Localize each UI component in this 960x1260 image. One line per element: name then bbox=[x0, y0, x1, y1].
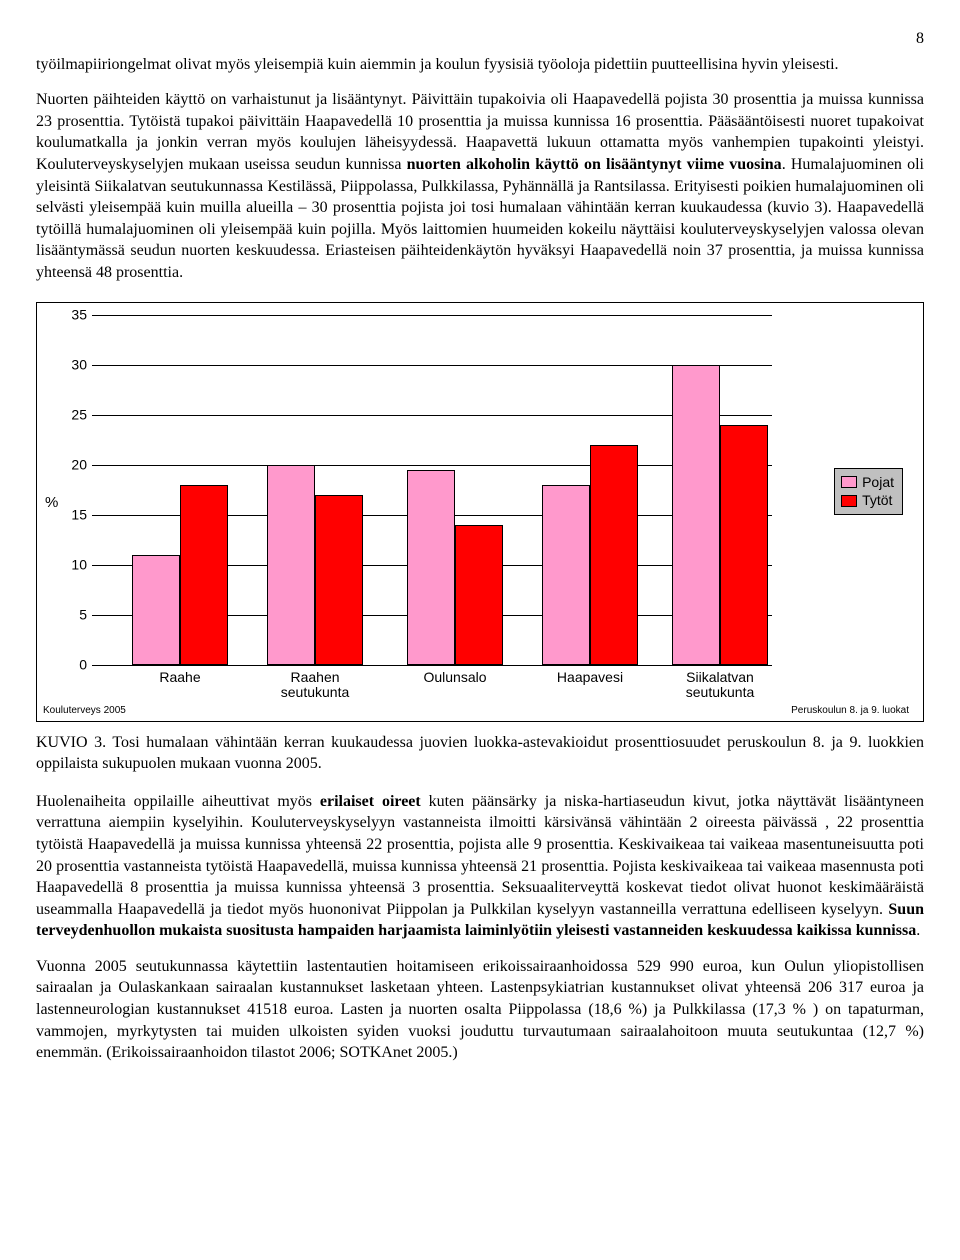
bar-group bbox=[542, 445, 638, 665]
legend-item-pojat: Pojat bbox=[841, 473, 894, 492]
x-axis-labels: Raahe Raahen seutukunta Oulunsalo Haapavesi… bbox=[92, 668, 772, 708]
legend-swatch-tytot bbox=[841, 495, 857, 507]
y-tick: 30 bbox=[57, 355, 87, 374]
x-label: Raahen seutukunta bbox=[281, 670, 350, 701]
bar bbox=[180, 485, 228, 665]
y-tick: 10 bbox=[57, 555, 87, 574]
para3-text-b: kuten päänsärky ja niska-hartiaseudun ki… bbox=[36, 793, 924, 918]
paragraph-3: Huolenaiheita oppilaille aiheuttivat myö… bbox=[36, 791, 924, 942]
x-label: Haapavesi bbox=[557, 670, 623, 685]
paragraph-4: Vuonna 2005 seutukunnassa käytettiin las… bbox=[36, 956, 924, 1064]
para4-text: Vuonna 2005 seutukunnassa käytettiin las… bbox=[36, 958, 924, 1061]
y-tick: 35 bbox=[57, 305, 87, 324]
bar-group bbox=[407, 470, 503, 665]
x-label: Siikalatvan seutukunta bbox=[686, 670, 755, 701]
y-tick: 5 bbox=[57, 605, 87, 624]
chart-footer-left: Kouluterveys 2005 bbox=[43, 704, 126, 718]
x-label: Raahe bbox=[159, 670, 200, 685]
bar bbox=[590, 445, 638, 665]
para3-text-a: Huolenaiheita oppilaille aiheuttivat myö… bbox=[36, 793, 320, 810]
legend: Pojat Tytöt bbox=[834, 468, 903, 516]
gridline bbox=[92, 665, 772, 666]
caption-text: KUVIO 3. Tosi humalaan vähintään kerran … bbox=[36, 734, 924, 773]
para2-bold-1: nuorten alkoholin käyttö on lisääntynyt … bbox=[407, 156, 782, 173]
bar bbox=[407, 470, 455, 665]
bar-group bbox=[267, 465, 363, 665]
y-tick: 15 bbox=[57, 505, 87, 524]
legend-item-tytot: Tytöt bbox=[841, 491, 894, 510]
chart-container: % 05101520253035 RaaheRaahen seutukuntaO… bbox=[36, 302, 924, 722]
bar bbox=[720, 425, 768, 665]
bar bbox=[267, 465, 315, 665]
gridline bbox=[92, 315, 772, 316]
bar-group bbox=[132, 485, 228, 665]
bar bbox=[315, 495, 363, 665]
y-tick: 0 bbox=[57, 655, 87, 674]
bar bbox=[455, 525, 503, 665]
para3-bold-1: erilaiset oireet bbox=[320, 793, 421, 810]
page-number: 8 bbox=[36, 28, 924, 50]
para2-text-b: . Humalajuominen oli yleisintä Siikalatv… bbox=[36, 156, 924, 281]
bar bbox=[132, 555, 180, 665]
para1-text: työilmapiiriongelmat olivat myös yleisem… bbox=[36, 56, 839, 73]
bar bbox=[542, 485, 590, 665]
legend-swatch-pojat bbox=[841, 476, 857, 488]
y-tick: 25 bbox=[57, 405, 87, 424]
paragraph-1: työilmapiiriongelmat olivat myös yleisem… bbox=[36, 54, 924, 76]
para3-text-c: . bbox=[916, 922, 920, 939]
legend-label-pojat: Pojat bbox=[862, 473, 894, 492]
gridline bbox=[92, 415, 772, 416]
y-tick: 20 bbox=[57, 455, 87, 474]
chart-footer-right: Peruskoulun 8. ja 9. luokat bbox=[791, 704, 909, 718]
paragraph-2: Nuorten päihteiden käyttö on varhaistunu… bbox=[36, 89, 924, 283]
bar-group bbox=[672, 365, 768, 665]
plot-area: 05101520253035 bbox=[92, 315, 772, 665]
legend-label-tytot: Tytöt bbox=[862, 491, 892, 510]
figure-caption: KUVIO 3. Tosi humalaan vähintään kerran … bbox=[36, 732, 924, 775]
x-label: Oulunsalo bbox=[423, 670, 486, 685]
bar bbox=[672, 365, 720, 665]
gridline bbox=[92, 365, 772, 366]
gridline bbox=[92, 465, 772, 466]
